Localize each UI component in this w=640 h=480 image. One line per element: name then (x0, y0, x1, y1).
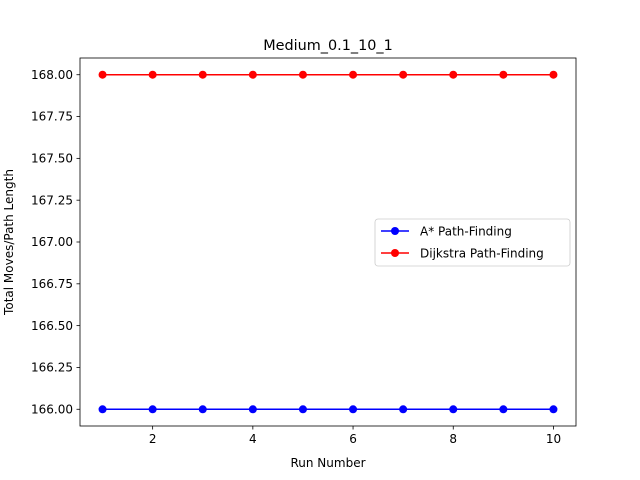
data-point (98, 70, 107, 79)
x-axis: 2 4 6 8 10 (149, 426, 561, 446)
data-point (98, 405, 107, 414)
x-tick-label: 4 (249, 432, 257, 446)
legend-label: A* Path-Finding (420, 225, 512, 239)
data-point (399, 70, 408, 79)
series-layer (98, 70, 558, 414)
data-point (449, 405, 458, 414)
data-point (399, 405, 408, 414)
y-axis: 166.00 166.25 166.50 166.75 167.00 167.25 167.… (31, 68, 80, 416)
data-point (298, 70, 307, 79)
y-tick-label: 167.00 (31, 235, 73, 249)
data-point (248, 405, 257, 414)
x-tick-label: 10 (546, 432, 561, 446)
data-point (298, 405, 307, 414)
y-tick-label: 166.50 (31, 319, 73, 333)
y-tick-label: 168.00 (31, 68, 73, 82)
data-point (198, 405, 207, 414)
data-point (148, 405, 157, 414)
data-point (148, 70, 157, 79)
data-point (549, 405, 558, 414)
legend-marker (391, 249, 399, 257)
x-axis-label: Run Number (290, 456, 365, 470)
data-point (499, 70, 508, 79)
x-tick-label: 2 (149, 432, 157, 446)
data-point (198, 70, 207, 79)
x-tick-label: 6 (349, 432, 357, 446)
data-point (499, 405, 508, 414)
y-axis-label: Total Moves/Path Length (2, 169, 16, 316)
y-tick-label: 166.00 (31, 402, 73, 416)
y-tick-label: 167.25 (31, 193, 73, 207)
data-point (349, 405, 358, 414)
data-point (449, 70, 458, 79)
chart-title: Medium_0.1_10_1 (263, 38, 392, 54)
legend: A* Path-Finding Dijkstra Path-Finding (374, 218, 571, 267)
y-tick-label: 166.75 (31, 277, 73, 291)
y-tick-label: 167.50 (31, 152, 73, 166)
legend-marker (391, 227, 399, 235)
y-tick-label: 167.75 (31, 110, 73, 124)
data-point (549, 70, 558, 79)
legend-box (374, 218, 571, 267)
legend-label: Dijkstra Path-Finding (420, 247, 544, 261)
data-point (349, 70, 358, 79)
x-tick-label: 8 (449, 432, 457, 446)
y-tick-label: 166.25 (31, 361, 73, 375)
data-point (248, 70, 257, 79)
